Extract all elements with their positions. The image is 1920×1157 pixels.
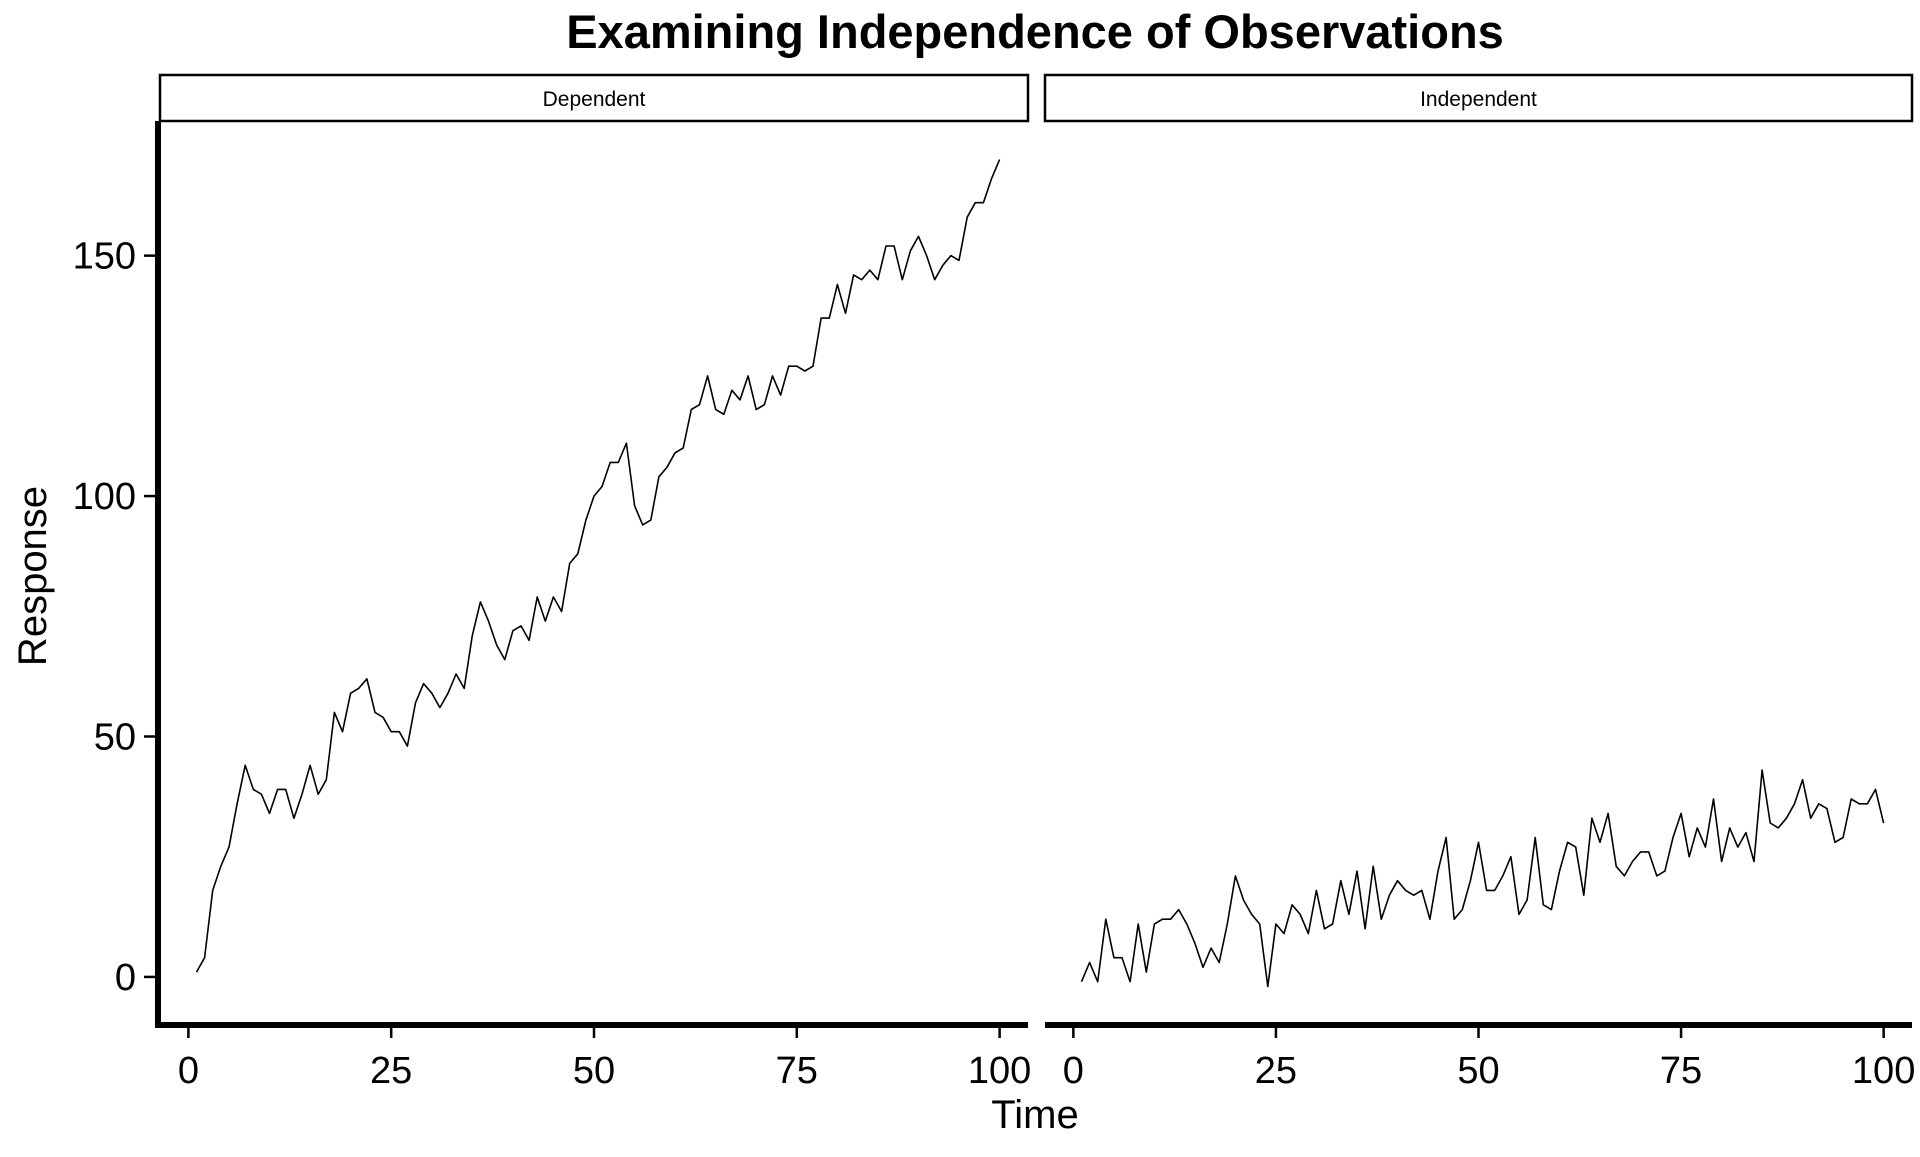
facet-strip-label: Dependent: [543, 88, 646, 111]
facet-strip-label: Independent: [1420, 88, 1537, 111]
series-line-independent: [1080, 769, 1885, 988]
x-tick-label: 0: [1063, 1050, 1084, 1092]
x-axis-title: Time: [991, 1093, 1078, 1137]
y-tick-label: 50: [94, 716, 136, 758]
facet-strip-box: [1043, 73, 1914, 123]
x-tick-label: 100: [1852, 1050, 1915, 1092]
x-tick-label: 25: [370, 1050, 412, 1092]
facet-panel-1: Dependent 0 25 50 75 100 0 50 100 150: [73, 73, 1031, 1092]
x-tick-label: 75: [776, 1050, 818, 1092]
facet-strip-box: [158, 73, 1030, 123]
x-tick-label: 25: [1255, 1050, 1297, 1092]
x-tick-label: 100: [968, 1050, 1031, 1092]
y-tick-label: 0: [115, 957, 136, 999]
x-tick-label: 75: [1660, 1050, 1702, 1092]
y-tick-label: 150: [73, 236, 136, 278]
series-line-dependent: [195, 159, 1001, 973]
y-axis-title: Response: [11, 486, 55, 666]
facet-panels: Dependent 0 25 50 75 100 0 50 100 150 Independent 0…: [73, 73, 1915, 1092]
x-tick-label: 0: [178, 1050, 199, 1092]
chart-title: Examining Independence of Observations: [566, 5, 1504, 58]
facet-panel-2: Independent 0 25 50 75 100: [1043, 73, 1915, 1092]
x-tick-label: 50: [573, 1050, 615, 1092]
y-tick-label: 100: [73, 476, 136, 518]
x-tick-label: 50: [1457, 1050, 1499, 1092]
